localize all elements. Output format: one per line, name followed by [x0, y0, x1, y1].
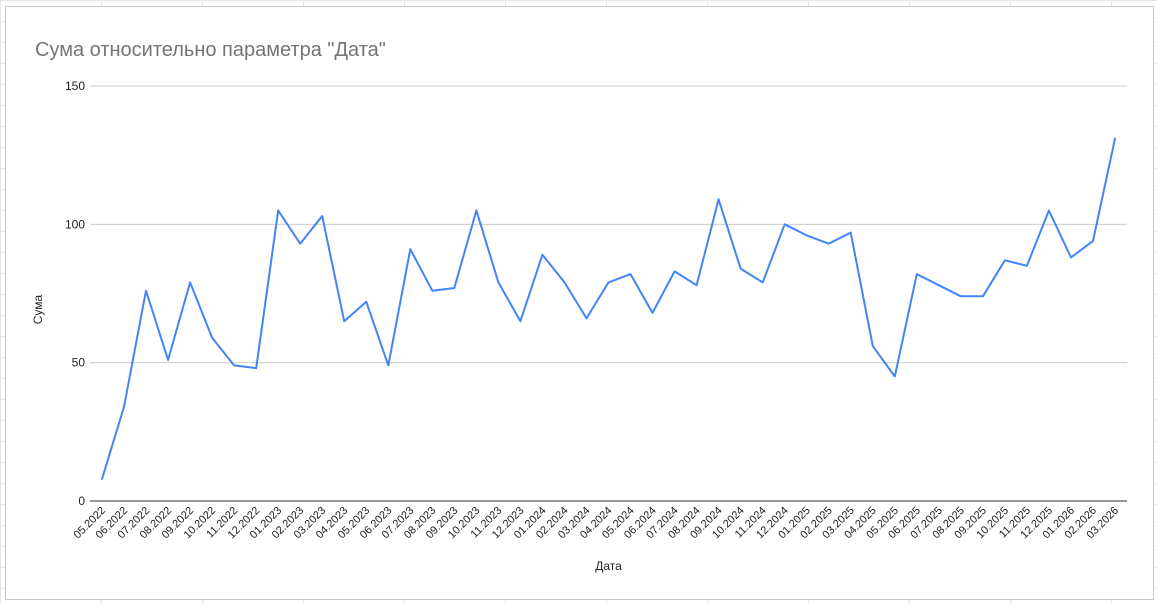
gridlines	[90, 85, 1127, 364]
y-tick-label: 50	[72, 356, 86, 370]
series-line[interactable]	[101, 137, 1116, 480]
y-axis-label: Сума	[31, 294, 45, 324]
x-axis-label: Дата	[595, 559, 622, 573]
y-axis-ticks: 0 50 100 150	[65, 79, 85, 508]
x-axis-ticks: 05.202206.202207.202208.202209.202210.20…	[72, 505, 1122, 542]
chart-title: Сума относительно параметра "Дата"	[35, 39, 386, 61]
y-tick-label: 100	[65, 217, 85, 231]
y-tick-label: 0	[78, 494, 85, 508]
y-tick-label: 150	[65, 79, 85, 93]
